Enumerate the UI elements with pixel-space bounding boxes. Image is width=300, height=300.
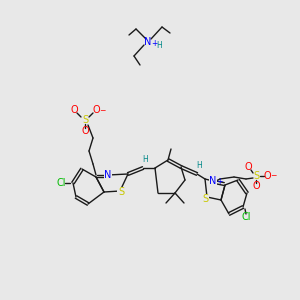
Text: H: H [156,40,162,50]
Text: S: S [253,171,259,181]
Text: O: O [252,181,260,191]
Text: N: N [144,37,152,47]
Text: S: S [118,187,124,197]
Text: +: + [216,176,222,185]
Text: S: S [202,194,208,204]
Text: O: O [263,171,271,181]
Text: N: N [209,176,217,186]
Text: −: − [270,172,276,181]
Text: Cl: Cl [56,178,66,188]
Text: +: + [151,40,157,49]
Text: H: H [142,155,148,164]
Text: O: O [244,162,252,172]
Text: O: O [70,105,78,115]
Text: O: O [81,126,89,136]
Text: N: N [104,170,112,180]
Text: O: O [92,105,100,115]
Text: −: − [99,106,105,116]
Text: H: H [196,161,202,170]
Text: S: S [82,115,88,125]
Text: Cl: Cl [241,212,251,222]
